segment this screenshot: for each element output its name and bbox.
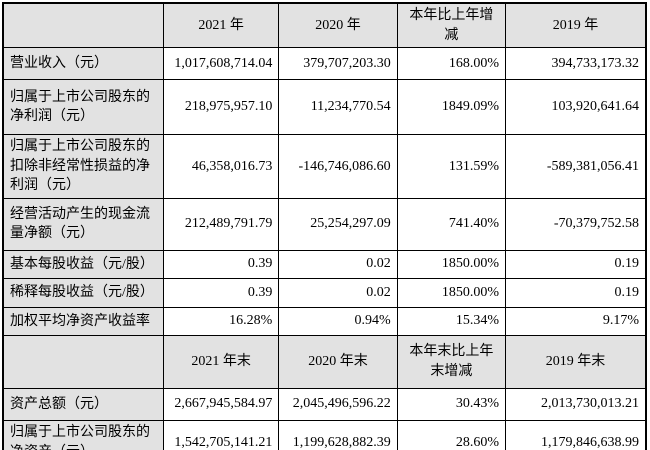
cell-yoy-change: 1849.09% [396,79,507,136]
header-cell-2020-year-end: 2020 年末 [278,334,398,389]
cell-2021: 16.28% [162,306,280,336]
cell-2021: 1,542,705,141.21 [162,419,280,450]
table-row-net-profit-excl-nonrecurring: 归属于上市公司股东的扣除非经常性损益的净利润（元） 46,358,016.73 … [2,134,647,199]
cell-2020: 0.02 [278,277,398,308]
row-label: 归属于上市公司股东的扣除非经常性损益的净利润（元） [2,134,164,199]
cell-yoy-change: 1850.00% [396,277,507,308]
cell-2020: 0.02 [278,249,398,279]
row-label: 归属于上市公司股东的净资产（元） [2,419,164,450]
row-label: 稀释每股收益（元/股） [2,277,164,308]
cell-2020: 11,234,770.54 [278,79,398,136]
table-row-total-assets: 资产总额（元） 2,667,945,584.97 2,045,496,596.2… [2,387,647,421]
cell-yoy-change: 28.60% [396,419,507,450]
header-cell-2019: 2019 年 [505,2,647,49]
table-row-net-assets: 归属于上市公司股东的净资产（元） 1,542,705,141.21 1,199,… [2,419,647,450]
cell-2019: -70,379,752.58 [505,197,647,251]
table-row-revenue: 营业收入（元） 1,017,608,714.04 379,707,203.30 … [2,47,647,81]
table-row-net-profit: 归属于上市公司股东的净利润（元） 218,975,957.10 11,234,7… [2,79,647,136]
cell-yoy-change: 15.34% [396,306,507,336]
table-row-weighted-avg-roe: 加权平均净资产收益率 16.28% 0.94% 15.34% 9.17% [2,306,647,336]
header-cell-yoy-change: 本年比上年增减 [396,2,507,49]
cell-2019: 2,013,730,013.21 [505,387,647,421]
table-header-row-year-end: 2021 年末 2020 年末 本年末比上年末增减 2019 年末 [2,334,647,389]
row-label: 营业收入（元） [2,47,164,81]
cell-2021: 2,667,945,584.97 [162,387,280,421]
cell-2019: 394,733,173.32 [505,47,647,81]
cell-2019: -589,381,056.41 [505,134,647,199]
cell-2021: 1,017,608,714.04 [162,47,280,81]
header-cell-2020: 2020 年 [278,2,398,49]
cell-2021: 212,489,791.79 [162,197,280,251]
cell-2020: 379,707,203.30 [278,47,398,81]
header-cell-2021-year-end: 2021 年末 [162,334,280,389]
header-cell-empty [2,2,164,49]
row-label: 资产总额（元） [2,387,164,421]
cell-2021: 218,975,957.10 [162,79,280,136]
cell-2020: -146,746,086.60 [278,134,398,199]
cell-2019: 0.19 [505,249,647,279]
table-header-row-annual: 2021 年 2020 年 本年比上年增减 2019 年 [2,2,647,49]
cell-2020: 1,199,628,882.39 [278,419,398,450]
header-cell-empty [2,334,164,389]
row-label: 经营活动产生的现金流量净额（元） [2,197,164,251]
cell-2019: 1,179,846,638.99 [505,419,647,450]
row-label: 归属于上市公司股东的净利润（元） [2,79,164,136]
cell-yoy-change: 741.40% [396,197,507,251]
row-label: 加权平均净资产收益率 [2,306,164,336]
table-row-diluted-eps: 稀释每股收益（元/股） 0.39 0.02 1850.00% 0.19 [2,277,647,308]
cell-2021: 0.39 [162,277,280,308]
cell-yoy-change: 131.59% [396,134,507,199]
cell-2021: 46,358,016.73 [162,134,280,199]
header-cell-2021: 2021 年 [162,2,280,49]
cell-2020: 0.94% [278,306,398,336]
header-cell-year-end-change: 本年末比上年末增减 [396,334,507,389]
table-row-basic-eps: 基本每股收益（元/股） 0.39 0.02 1850.00% 0.19 [2,249,647,279]
cell-yoy-change: 30.43% [396,387,507,421]
cell-2020: 2,045,496,596.22 [278,387,398,421]
header-cell-2019-year-end: 2019 年末 [505,334,647,389]
cell-2021: 0.39 [162,249,280,279]
cell-2019: 9.17% [505,306,647,336]
row-label: 基本每股收益（元/股） [2,249,164,279]
cell-2020: 25,254,297.09 [278,197,398,251]
cell-yoy-change: 1850.00% [396,249,507,279]
cell-2019: 103,920,641.64 [505,79,647,136]
table-row-operating-cash-flow: 经营活动产生的现金流量净额（元） 212,489,791.79 25,254,2… [2,197,647,251]
cell-yoy-change: 168.00% [396,47,507,81]
cell-2019: 0.19 [505,277,647,308]
